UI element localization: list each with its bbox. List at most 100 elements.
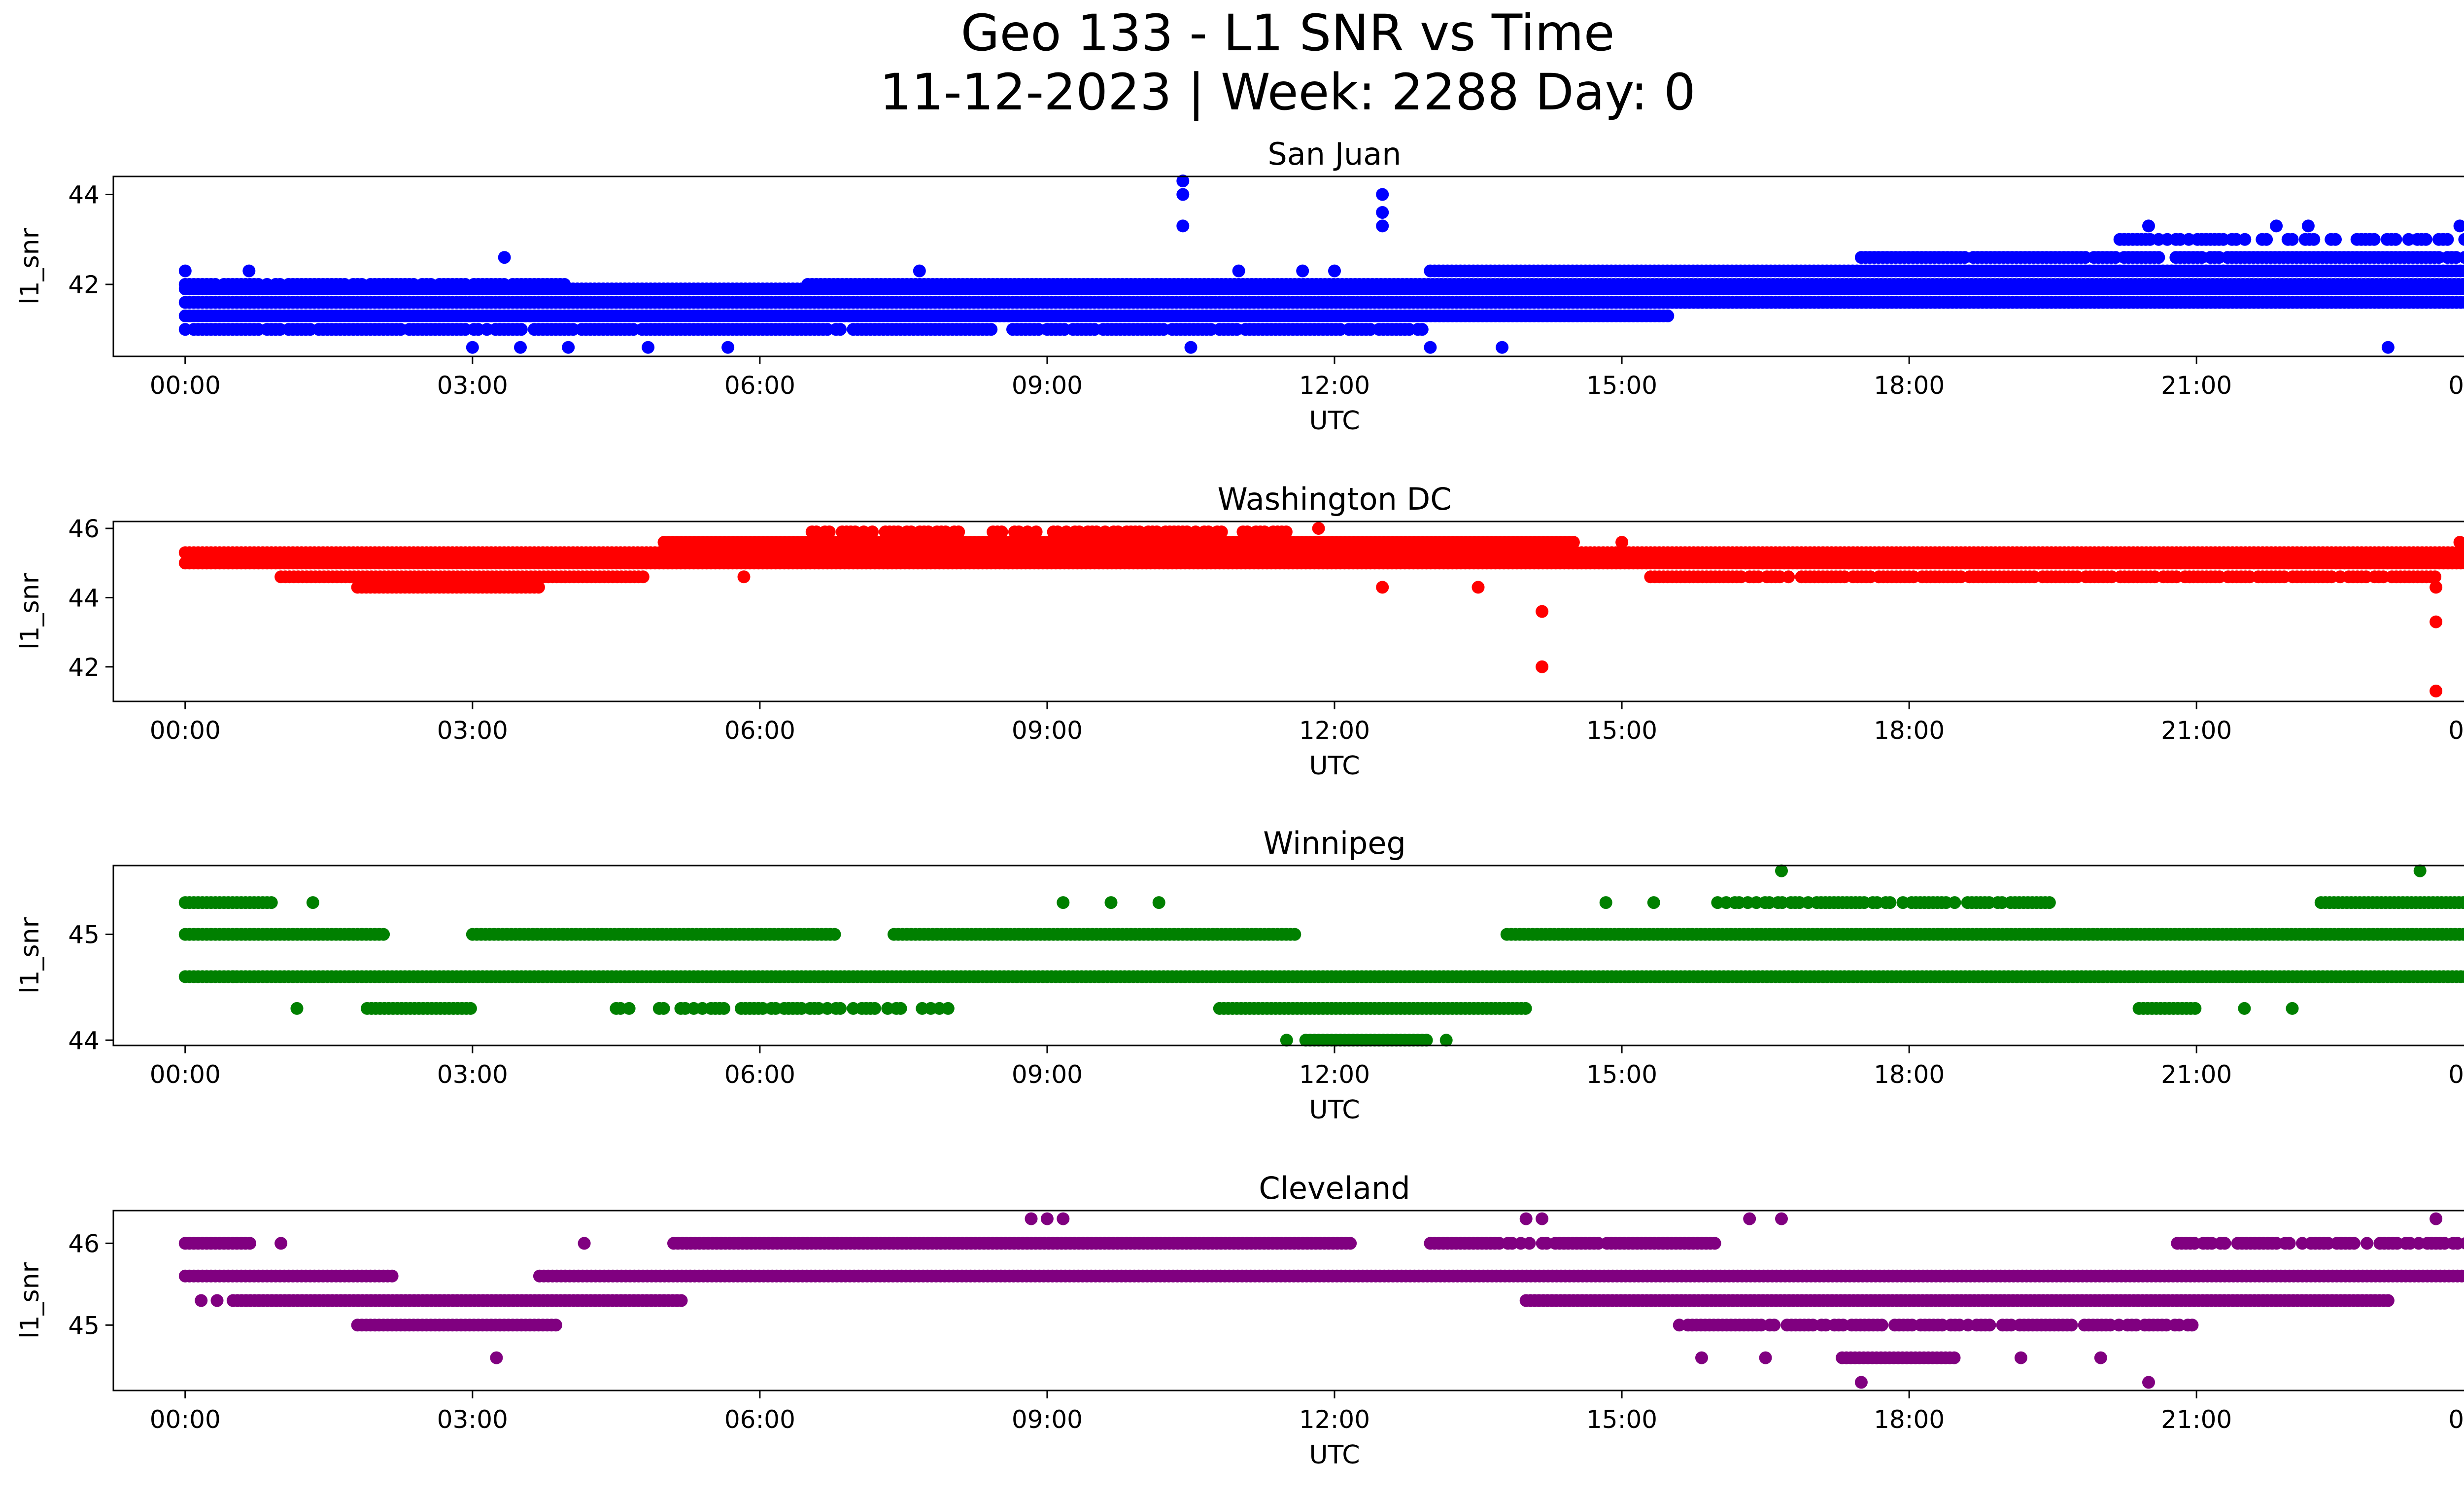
data-point <box>2429 570 2442 584</box>
x-tick-label: 00:00 <box>2448 371 2464 400</box>
data-point <box>737 570 751 584</box>
data-point <box>1215 525 1228 539</box>
data-point <box>913 264 926 278</box>
y-tick-label: 42 <box>68 271 100 299</box>
x-tick-label: 03:00 <box>437 716 508 745</box>
data-point <box>894 1002 907 1015</box>
figure-title-line1: Geo 133 - L1 SNR vs Time <box>961 4 1615 63</box>
data-point <box>1176 219 1190 233</box>
data-point <box>2458 251 2464 264</box>
data-point <box>1328 264 1341 278</box>
data-point <box>532 581 545 594</box>
data-point <box>985 323 998 336</box>
x-tick-label: 00:00 <box>150 371 221 400</box>
y-tick-label: 42 <box>68 653 100 682</box>
x-tick-label: 12:00 <box>1299 371 1370 400</box>
data-point <box>636 570 650 584</box>
data-point <box>622 1002 636 1015</box>
y-tick-label: 44 <box>68 584 100 612</box>
data-point <box>2260 233 2273 246</box>
data-point <box>642 341 655 354</box>
data-point <box>1376 188 1389 201</box>
data-point <box>1376 581 1389 594</box>
data-point <box>2301 219 2315 233</box>
x-tick-label: 18:00 <box>1874 371 1945 400</box>
data-point <box>1232 264 1245 278</box>
data-point <box>1184 341 1198 354</box>
y-tick-label: 46 <box>68 515 100 543</box>
data-point <box>1376 219 1389 233</box>
x-tick-label: 15:00 <box>1586 371 1657 400</box>
data-point <box>2430 615 2443 628</box>
data-points <box>178 522 2464 697</box>
x-tick-label: 00:00 <box>2448 716 2464 745</box>
data-point <box>1176 188 1190 201</box>
data-point <box>1312 522 1325 535</box>
data-point <box>514 341 527 354</box>
data-point <box>1415 323 1429 336</box>
data-point <box>2152 251 2165 264</box>
data-point <box>1536 660 1549 673</box>
x-axis-label: UTC <box>1309 406 1360 436</box>
data-point <box>2189 1002 2202 1015</box>
data-points <box>178 864 2464 1047</box>
x-tick-label: 18:00 <box>1874 716 1945 745</box>
data-point <box>1615 536 1629 549</box>
data-point <box>2419 233 2432 246</box>
x-tick-label: 21:00 <box>2161 716 2232 745</box>
data-point <box>2381 341 2395 354</box>
data-point <box>2441 233 2454 246</box>
data-point <box>2461 278 2464 290</box>
data-point <box>1472 581 1485 594</box>
data-point <box>2270 219 2283 233</box>
data-point <box>242 264 256 278</box>
data-point <box>1376 206 1389 219</box>
data-point <box>2463 253 2464 262</box>
data-point <box>2430 581 2443 594</box>
subplot-title: Winnipeg <box>1263 825 1406 861</box>
data-point <box>1279 525 1293 539</box>
y-tick-label: 44 <box>68 181 100 209</box>
data-point <box>562 341 575 354</box>
x-axis-label: UTC <box>1309 751 1360 781</box>
data-point <box>1782 570 1795 584</box>
x-tick-label: 09:00 <box>1012 716 1083 745</box>
data-point <box>995 525 1008 539</box>
data-point <box>1296 264 1309 278</box>
figure-title-line2: 11-12-2023 | Week: 2288 Day: 0 <box>880 63 1696 122</box>
data-point <box>2286 233 2299 246</box>
subplot-title: Washington DC <box>1217 481 1451 517</box>
data-point <box>1519 1002 1532 1015</box>
x-tick-label: 12:00 <box>1299 716 1370 745</box>
data-point <box>2389 233 2402 246</box>
x-tick-label: 21:00 <box>2161 371 2232 400</box>
data-point <box>178 264 192 278</box>
data-point <box>1029 525 1043 539</box>
x-tick-label: 03:00 <box>437 371 508 400</box>
data-point <box>834 323 847 336</box>
data-point <box>1176 174 1190 188</box>
data-point <box>721 341 735 354</box>
data-point <box>2453 219 2464 233</box>
data-points <box>178 174 2464 354</box>
data-point <box>2329 233 2342 246</box>
data-point <box>464 1002 477 1015</box>
data-point <box>866 525 879 539</box>
data-point <box>558 278 571 291</box>
x-tick-label: 09:00 <box>1012 371 1083 400</box>
data-point <box>2430 684 2443 697</box>
data-point <box>2458 233 2464 246</box>
x-tick-label: 06:00 <box>724 716 795 745</box>
data-point <box>1661 309 1675 322</box>
data-point <box>498 251 511 264</box>
data-point <box>2459 296 2464 309</box>
x-tick-label: 15:00 <box>1586 716 1657 745</box>
data-point <box>718 1002 730 1015</box>
data-point <box>2142 219 2155 233</box>
data-point <box>1536 605 1549 618</box>
y-axis-label: l1_snr <box>15 573 45 650</box>
data-point <box>466 341 479 354</box>
data-point <box>2367 233 2381 246</box>
